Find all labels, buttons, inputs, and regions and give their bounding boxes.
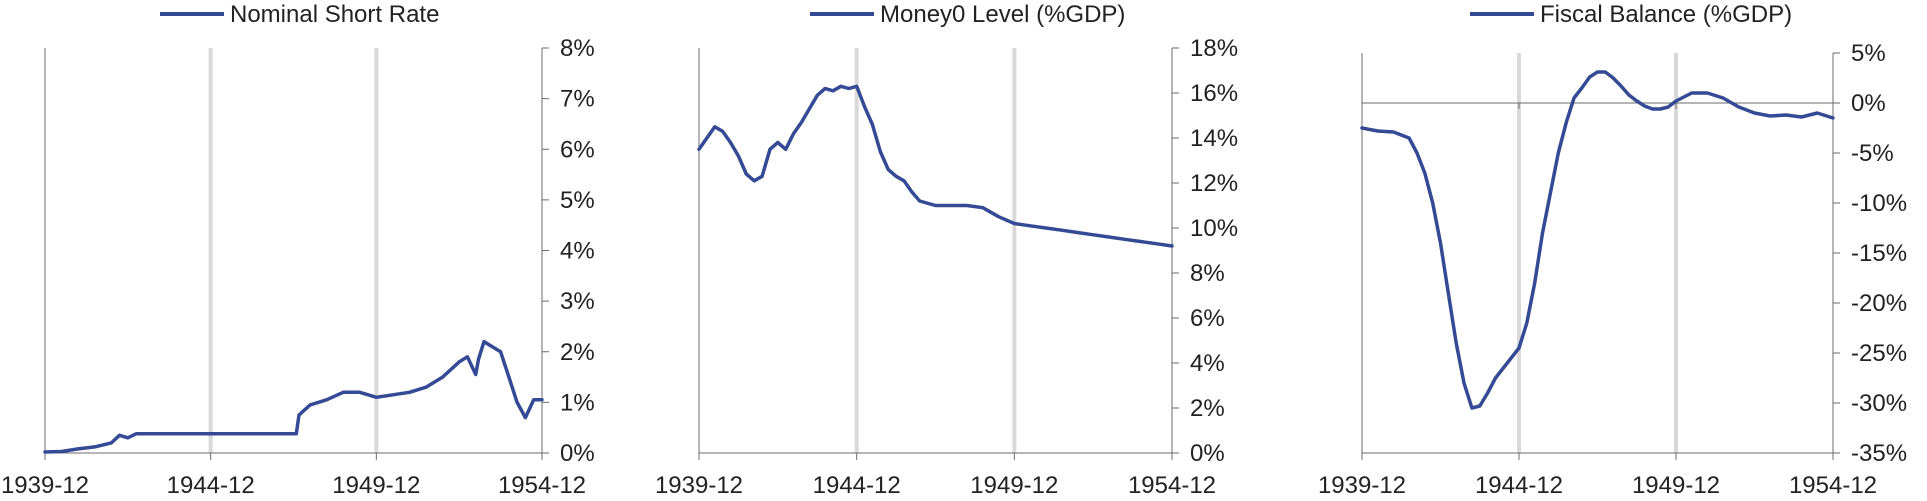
legend: Fiscal Balance (%GDP): [1470, 1, 1792, 28]
legend-label: Nominal Short Rate: [230, 1, 439, 28]
y-tick-label: -5%: [1851, 140, 1894, 167]
legend: Money0 Level (%GDP): [810, 1, 1125, 28]
legend-label: Fiscal Balance (%GDP): [1540, 1, 1792, 28]
y-tick-label: 6%: [1190, 305, 1225, 332]
x-tick-label: 1949-12: [332, 472, 420, 499]
y-tick-label: 4%: [560, 238, 595, 265]
x-tick-label: 1949-12: [970, 472, 1058, 499]
x-tick-label: 1954-12: [1789, 472, 1877, 499]
y-tick-label: 6%: [560, 136, 595, 163]
x-tick-label: 1944-12: [167, 472, 255, 499]
series-line: [697, 84, 1174, 248]
x-tick-label: 1944-12: [813, 472, 901, 499]
y-tick-label: 1%: [560, 389, 595, 416]
x-tick-label: 1949-12: [1632, 472, 1720, 499]
x-tick-label: 1939-12: [655, 472, 743, 499]
x-tick-label: 1954-12: [1128, 472, 1216, 499]
y-tick-label: 0%: [560, 440, 595, 467]
y-tick-label: 2%: [560, 339, 595, 366]
y-tick-label: 5%: [560, 187, 595, 214]
y-tick-label: 0%: [1190, 440, 1225, 467]
series-line: [1360, 70, 1835, 410]
x-tick-label: 1939-12: [1, 472, 89, 499]
y-tick-label: -15%: [1851, 240, 1907, 267]
series-line: [43, 339, 544, 454]
y-tick-label: -25%: [1851, 340, 1907, 367]
y-tick-label: 8%: [1190, 260, 1225, 287]
y-tick-label: 12%: [1190, 170, 1238, 197]
y-tick-label: 18%: [1190, 35, 1238, 62]
legend: Nominal Short Rate: [160, 1, 439, 28]
y-tick-label: 8%: [560, 35, 595, 62]
chart-panel-3: -35% -30% -25% -20% -15% -10% -5% 0% 5% 1939-12 19…: [1318, 1, 1907, 499]
y-tick-label: 16%: [1190, 80, 1238, 107]
x-tick-label: 1939-12: [1318, 472, 1406, 499]
y-tick-label: -10%: [1851, 190, 1907, 217]
y-tick-label: -35%: [1851, 440, 1907, 467]
chart-panel-2: 0% 2% 4% 6% 8% 10% 12% 14% 16% 18% 1939-12 1944-12 1…: [655, 1, 1238, 499]
y-tick-label: 3%: [560, 288, 595, 315]
y-tick-label: 0%: [1851, 90, 1886, 117]
x-tick-label: 1954-12: [498, 472, 586, 499]
chart-panel-1: 0% 1% 2% 3% 4% 5% 6% 7% 8% 1939-12 1944-12 1949-12 1…: [1, 1, 595, 499]
y-tick-label: -20%: [1851, 290, 1907, 317]
legend-label: Money0 Level (%GDP): [880, 1, 1125, 28]
y-tick-label: 4%: [1190, 350, 1225, 377]
y-tick-label: 10%: [1190, 215, 1238, 242]
y-tick-label: -30%: [1851, 390, 1907, 417]
y-tick-label: 5%: [1851, 40, 1886, 67]
y-tick-label: 7%: [560, 86, 595, 113]
y-tick-label: 2%: [1190, 395, 1225, 422]
x-tick-label: 1944-12: [1475, 472, 1563, 499]
y-tick-label: 14%: [1190, 125, 1238, 152]
